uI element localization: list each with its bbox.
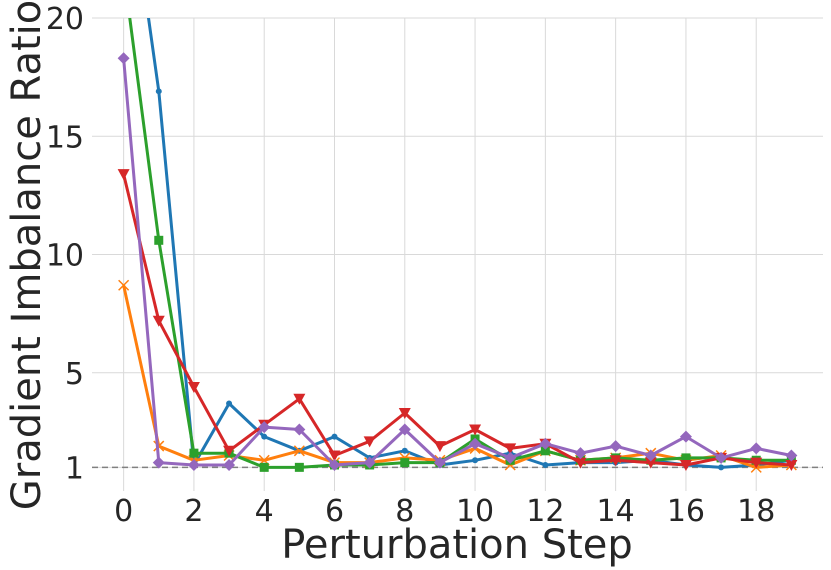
y-axis-title: Gradient Imbalance Ratio: [4, 0, 50, 510]
data-point: [226, 400, 233, 407]
x-tick-label: 4: [255, 494, 274, 529]
data-point: [293, 393, 306, 405]
x-tick-labels: 0 2 4 6 8 10 12 14 16 18: [114, 494, 775, 529]
x-tick-label: 12: [526, 494, 564, 529]
data-point: [363, 436, 376, 448]
data-point: [681, 453, 691, 463]
data-point: [259, 462, 269, 472]
data-point: [258, 421, 271, 434]
data-point: [328, 458, 341, 471]
series-line: [122, 58, 792, 467]
data-point: [609, 440, 622, 453]
data-point: [644, 449, 657, 462]
data-point: [189, 448, 199, 458]
data-point: [469, 424, 482, 436]
data-point: [574, 447, 587, 460]
data-point: [785, 459, 798, 471]
data-point: [328, 450, 341, 462]
x-tick-label: 0: [114, 494, 133, 529]
data-point: [363, 456, 376, 469]
data-point: [398, 423, 411, 436]
data-point: [718, 464, 725, 471]
data-point: [155, 88, 162, 95]
series-line: [128, 18, 792, 469]
x-axis-title: Perturbation Step: [281, 522, 633, 568]
data-point: [152, 456, 165, 469]
data-point: [331, 433, 338, 440]
data-point: [750, 457, 763, 469]
data-point: [187, 458, 200, 471]
series-line: [122, 173, 792, 467]
data-point: [400, 458, 410, 468]
data-point: [398, 407, 411, 419]
data-point: [117, 52, 130, 65]
y-tick-label: 1: [65, 451, 84, 486]
data-point: [539, 437, 552, 450]
y-tick-label: 5: [65, 357, 84, 392]
x-tick-label: 6: [325, 494, 344, 529]
x-tick-label: 14: [597, 494, 635, 529]
data-point: [679, 430, 692, 443]
data-point: [785, 449, 798, 462]
series-5: [117, 52, 798, 471]
data-point: [540, 446, 550, 456]
data-point: [433, 456, 446, 469]
data-point: [294, 462, 304, 472]
data-point: [293, 445, 305, 457]
data-point: [504, 443, 517, 455]
data-point: [154, 235, 164, 245]
data-point: [609, 455, 622, 467]
data-point: [469, 437, 482, 450]
data-point: [401, 447, 408, 454]
data-point: [223, 445, 236, 457]
series-4: [117, 169, 798, 471]
data-point: [152, 315, 165, 327]
data-point: [542, 461, 549, 468]
x-tick-label: 18: [737, 494, 775, 529]
y-tick-label: 10: [46, 239, 84, 274]
data-point: [261, 433, 268, 440]
data-point: [504, 451, 517, 464]
x-tick-label: 8: [395, 494, 414, 529]
data-point: [574, 457, 587, 469]
data-point: [223, 458, 236, 471]
data-point: [472, 457, 479, 464]
data-point: [117, 169, 130, 181]
data-point: [715, 451, 728, 464]
x-tick-label: 10: [456, 494, 494, 529]
series-group: [117, 18, 798, 473]
x-tick-label: 16: [667, 494, 705, 529]
data-point: [187, 381, 200, 393]
data-point: [679, 459, 692, 471]
data-point: [118, 279, 130, 291]
data-point: [433, 441, 446, 453]
x-tick-label: 2: [184, 494, 203, 529]
data-point: [293, 423, 306, 436]
y-tick-label: 15: [46, 120, 84, 155]
y-tick-label: 20: [46, 2, 84, 37]
data-point: [750, 442, 763, 455]
data-point: [644, 457, 657, 469]
